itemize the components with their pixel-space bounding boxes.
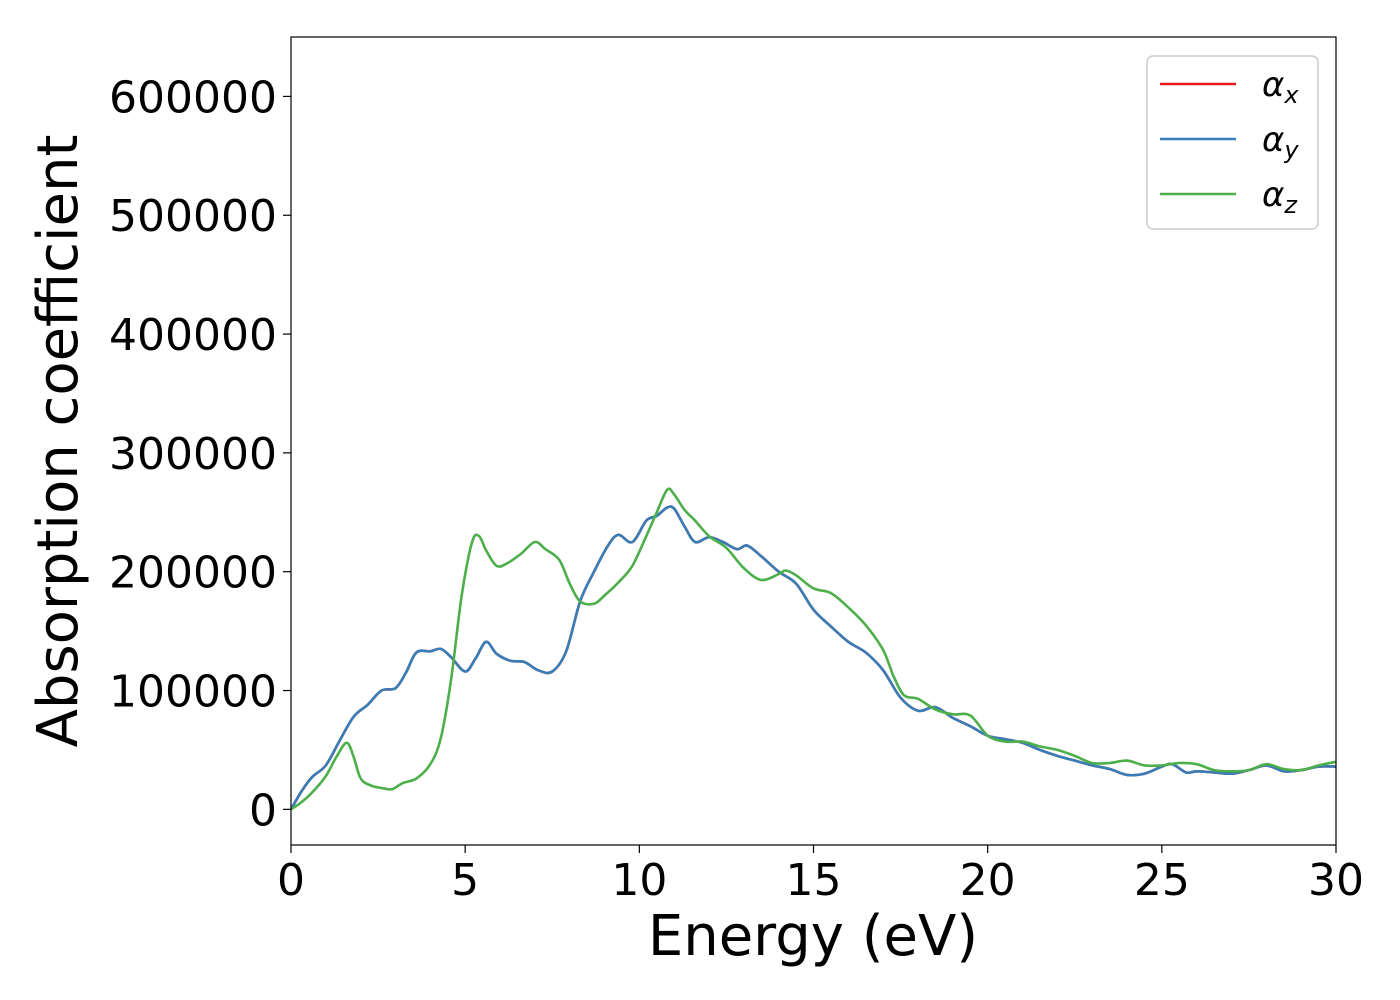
y-tick-label: 300000 (109, 429, 277, 480)
y-ticks: 0 100000 200000 300000 400000 500000 600000 (109, 72, 291, 836)
series-layer (289, 487, 1337, 811)
y-axis-title: Absorption coefficient (26, 135, 91, 748)
y-tick-label: 100000 (109, 667, 277, 718)
y-tick-label: 400000 (109, 310, 277, 361)
x-axis-title: Energy (eV) (648, 904, 978, 969)
series-line-y (289, 505, 1337, 811)
y-tick-label: 0 (249, 785, 277, 836)
x-tick-label: 15 (786, 855, 842, 906)
x-ticks: 0 5 10 15 20 25 30 (277, 845, 1364, 906)
x-tick-label: 0 (277, 855, 305, 906)
x-tick-label: 30 (1308, 855, 1364, 906)
x-tick-label: 5 (451, 855, 479, 906)
series-line-z (290, 487, 1337, 811)
y-tick-label: 500000 (109, 191, 277, 242)
x-tick-label: 20 (960, 855, 1016, 906)
x-tick-label: 25 (1134, 855, 1190, 906)
y-tick-label: 200000 (109, 548, 277, 599)
x-tick-label: 10 (611, 855, 667, 906)
legend-frame (1146, 55, 1319, 230)
y-tick-label: 600000 (109, 72, 277, 123)
